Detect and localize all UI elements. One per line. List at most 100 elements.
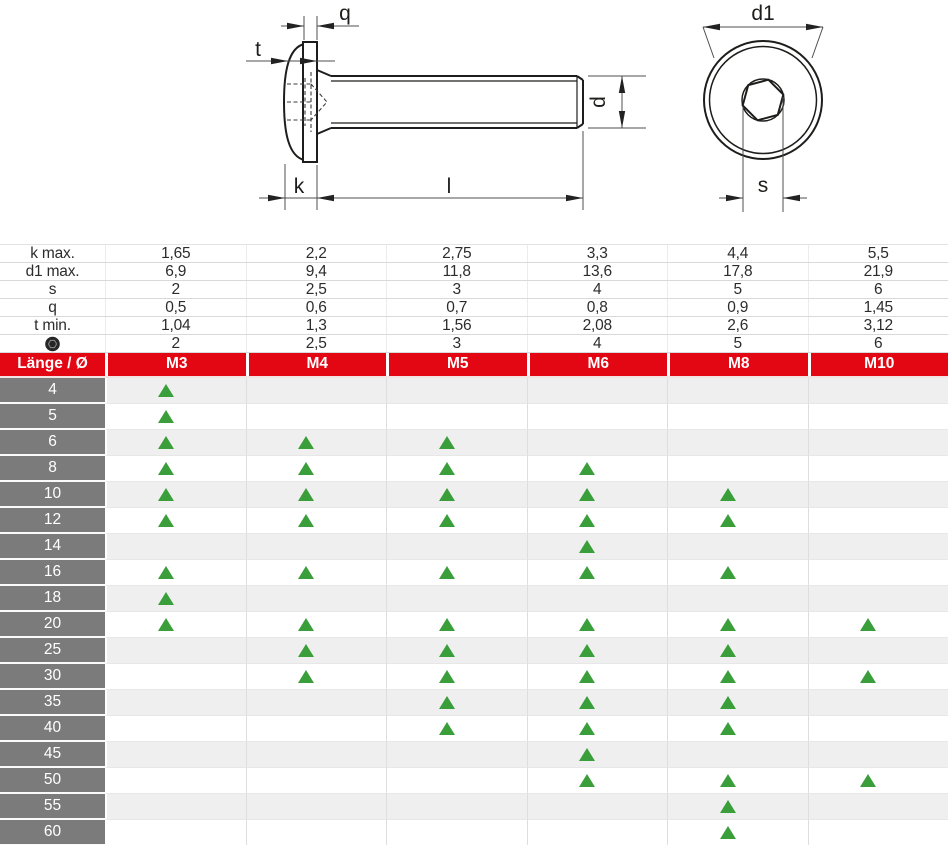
availability-cell (245, 716, 386, 742)
availability-cell (807, 508, 948, 534)
spec-value: 1,04 (105, 317, 246, 334)
availability-triangle-icon (158, 592, 175, 605)
table-row: 6 (0, 430, 948, 456)
front-view-drawing (703, 40, 823, 160)
availability-cell (807, 742, 948, 768)
availability-cell (667, 560, 808, 586)
spec-row-label: t min. (34, 317, 71, 334)
front-view-dimensions (702, 26, 824, 212)
availability-cell (105, 508, 246, 534)
length-cell: 18 (0, 586, 105, 612)
column-header-m5: M5 (386, 353, 527, 376)
table-row: 35 (0, 690, 948, 716)
availability-cell (667, 378, 808, 404)
availability-cell (105, 404, 246, 430)
spec-value: 0,8 (526, 299, 668, 316)
spec-value: 3,3 (526, 245, 668, 262)
availability-cell (667, 404, 808, 430)
availability-triangle-icon (579, 514, 596, 527)
q-dimension-label: q (339, 2, 351, 25)
availability-cell (386, 612, 527, 638)
spec-value: 1,45 (807, 299, 948, 316)
spec-value: 0,5 (105, 299, 246, 316)
spec-value: 5 (667, 335, 808, 352)
availability-triangle-icon (579, 748, 596, 761)
availability-cell (386, 508, 527, 534)
k-dimension-label: k (294, 175, 305, 198)
availability-cell (807, 664, 948, 690)
availability-triangle-icon (298, 462, 315, 475)
availability-cell (526, 586, 667, 612)
availability-cell (526, 768, 667, 794)
availability-cell (386, 560, 527, 586)
availability-triangle-icon (298, 488, 315, 501)
availability-cell (386, 638, 527, 664)
table-row: 60 (0, 820, 948, 845)
availability-triangle-icon (158, 462, 175, 475)
availability-cell (245, 794, 386, 820)
availability-triangle-icon (719, 696, 736, 709)
hex-socket-icon (0, 335, 105, 352)
availability-cell (245, 664, 386, 690)
table-row: 25 (0, 638, 948, 664)
availability-triangle-icon (719, 826, 736, 839)
availability-cell (386, 794, 527, 820)
table-row: 16 (0, 560, 948, 586)
spec-table: k max. 1,65 2,2 2,75 3,3 4,4 5,5 d1 max. 6,9 9,4 1… (0, 244, 948, 353)
spec-row: 2 2,5 3 4 5 6 (0, 335, 948, 353)
availability-triangle-icon (158, 410, 175, 423)
spec-value: 5,5 (807, 245, 948, 262)
availability-cell (667, 612, 808, 638)
availability-triangle-icon (438, 488, 455, 501)
availability-cell (807, 768, 948, 794)
availability-cell (245, 742, 386, 768)
availability-cell (667, 534, 808, 560)
spec-value: 1,56 (386, 317, 527, 334)
availability-cell (105, 742, 246, 768)
spec-row: k max. 1,65 2,2 2,75 3,3 4,4 5,5 (0, 245, 948, 263)
availability-cell (245, 820, 386, 845)
availability-triangle-icon (719, 644, 736, 657)
table-row: 12 (0, 508, 948, 534)
length-cell: 50 (0, 768, 105, 794)
availability-triangle-icon (158, 488, 175, 501)
length-cell: 60 (0, 820, 105, 845)
length-cell: 20 (0, 612, 105, 638)
availability-triangle-icon (579, 566, 596, 579)
screw-technical-drawing: q t k l d d1 s (246, 2, 824, 212)
availability-cell (667, 664, 808, 690)
availability-triangle-icon (438, 514, 455, 527)
availability-cell (526, 638, 667, 664)
availability-table-header: Länge / Ø M3 M4 M5 M6 M8 M10 (0, 353, 948, 378)
l-dimension-label: l (447, 175, 452, 198)
availability-cell (807, 638, 948, 664)
availability-triangle-icon (438, 462, 455, 475)
availability-triangle-icon (719, 618, 736, 631)
availability-triangle-icon (158, 436, 175, 449)
spec-value: 4 (526, 281, 668, 298)
availability-cell (807, 430, 948, 456)
availability-cell (245, 482, 386, 508)
table-row: 55 (0, 794, 948, 820)
spec-value: 1,3 (245, 317, 387, 334)
availability-triangle-icon (719, 566, 736, 579)
availability-cell (667, 508, 808, 534)
availability-cell (245, 586, 386, 612)
spec-value: 2 (105, 335, 246, 352)
spec-value: 3 (386, 281, 527, 298)
availability-cell (245, 638, 386, 664)
availability-cell (667, 430, 808, 456)
availability-cell (667, 690, 808, 716)
availability-cell (386, 456, 527, 482)
availability-cell (105, 534, 246, 560)
length-cell: 10 (0, 482, 105, 508)
availability-triangle-icon (579, 670, 596, 683)
spec-row: d1 max. 6,9 9,4 11,8 13,6 17,8 21,9 (0, 263, 948, 281)
table-row: 5 (0, 404, 948, 430)
availability-cell (245, 612, 386, 638)
availability-cell (105, 612, 246, 638)
availability-cell (386, 404, 527, 430)
availability-cell (667, 820, 808, 845)
availability-cell (526, 482, 667, 508)
